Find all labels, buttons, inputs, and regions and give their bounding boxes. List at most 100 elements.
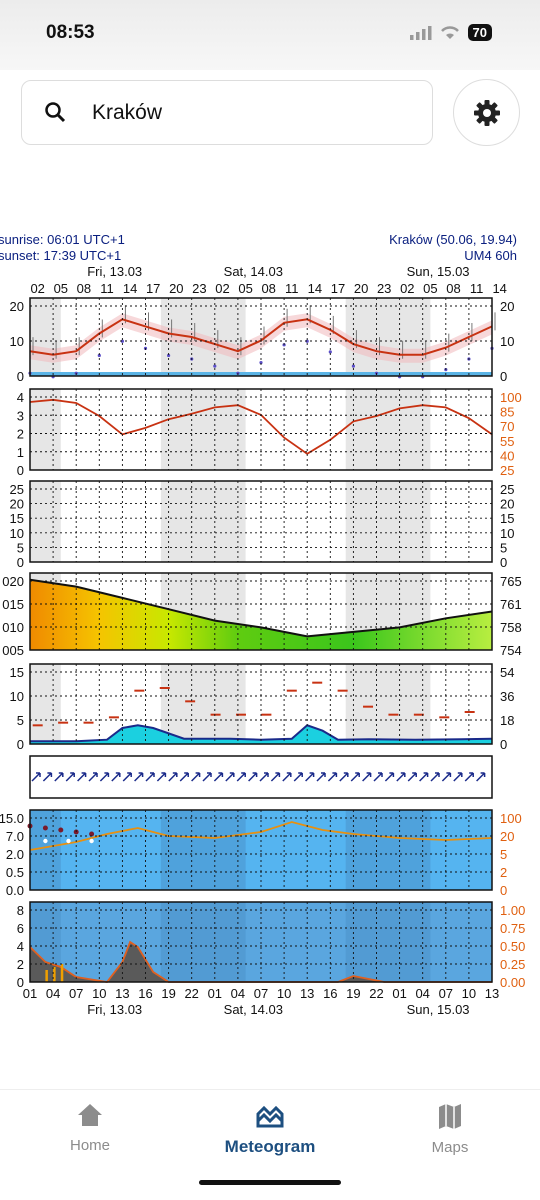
dewpoint-dot	[351, 364, 355, 368]
left-tick-label: 0	[17, 975, 24, 990]
wind-arrow	[305, 772, 315, 782]
wind-arrow	[327, 772, 338, 782]
left-tick-label: 7.0	[6, 829, 24, 844]
panel-frame	[29, 297, 493, 377]
dewpoint-dot	[213, 364, 217, 368]
left-tick-label: 2.0	[6, 847, 24, 862]
clock: 08:53	[46, 22, 95, 43]
bottom-hour-label: 13	[115, 986, 129, 1001]
top-hour-label: 08	[446, 281, 460, 296]
right-tick-label: 54	[500, 665, 514, 680]
tab-meteogram[interactable]: Meteogram	[200, 1102, 340, 1157]
right-tick-label: 754	[500, 643, 522, 658]
date-label: Sat, 14.03	[224, 1002, 283, 1017]
top-hour-label: 02	[30, 281, 44, 296]
search-bar[interactable]: Kraków	[21, 80, 433, 145]
search-input[interactable]: Kraków	[92, 101, 163, 124]
left-tick-label: 8	[17, 903, 24, 918]
wind-direction-panel	[29, 755, 493, 799]
battery-indicator: 70	[467, 24, 492, 41]
tab-home[interactable]: Home	[20, 1102, 160, 1154]
right-tick-label: 25	[500, 482, 514, 497]
dewpoint-dot	[167, 353, 171, 358]
left-tick-label: 0.5	[6, 865, 24, 880]
bottom-hour-label: 13	[485, 986, 499, 1001]
tab-maps[interactable]: Maps	[380, 1102, 520, 1156]
wind-arrow	[65, 772, 75, 782]
dewpoint-dot	[305, 339, 309, 343]
night-band	[345, 389, 431, 470]
cloud-line	[29, 940, 492, 983]
top-hour-label: 02	[215, 281, 229, 296]
right-tick-label: 0.00	[500, 975, 525, 990]
right-tick-label: 10	[500, 334, 514, 349]
night-band	[345, 810, 431, 890]
left-tick-label: 0.0	[6, 883, 24, 898]
right-tick-label: 25	[500, 463, 514, 478]
left-tick-label: 010	[2, 620, 24, 635]
date-label: Sun, 15.03	[407, 264, 470, 279]
location-text: Kraków (50.06, 19.94)	[389, 232, 517, 247]
fog-dot	[58, 827, 64, 833]
wind-arrow	[419, 772, 429, 782]
night-band	[30, 389, 61, 470]
wind-arrow	[430, 772, 440, 782]
settings-button[interactable]	[453, 79, 520, 146]
gear-icon	[473, 99, 500, 126]
left-tick-label: 20	[10, 299, 24, 314]
bottom-hour-label: 22	[369, 986, 383, 1001]
left-tick-label: 25	[10, 482, 24, 497]
left-tick-label: 2	[17, 957, 24, 972]
top-hour-label: 05	[54, 281, 68, 296]
top-hour-label: 20	[169, 281, 183, 296]
panel-frame	[29, 901, 493, 983]
bottom-hour-label: 04	[415, 986, 429, 1001]
top-hour-label: 20	[354, 281, 368, 296]
right-tick-label: 40	[500, 448, 514, 463]
right-tick-label: 20	[500, 497, 514, 512]
left-tick-label: 5	[17, 713, 24, 728]
top-hour-label: 23	[377, 281, 391, 296]
wind-arrow	[373, 772, 383, 782]
right-tick-label: 0.75	[500, 921, 525, 936]
wind-arrow	[145, 772, 155, 782]
wind-arrow	[396, 772, 406, 782]
cellular-signal-icon	[409, 25, 432, 40]
dewpoint-dot	[259, 360, 263, 365]
bottom-hour-label: 04	[46, 986, 60, 1001]
dewpoint-dot	[120, 339, 124, 343]
map-icon	[439, 1104, 461, 1129]
right-tick-label: 761	[500, 597, 522, 612]
wind-arrow	[77, 772, 87, 782]
wind-arrow	[213, 772, 224, 782]
fog-dot	[89, 831, 95, 837]
panel-frame	[29, 663, 493, 745]
date-label: Fri, 13.03	[87, 1002, 142, 1017]
night-band	[160, 810, 246, 890]
left-tick-label: 2	[17, 427, 24, 442]
wind-arrow	[99, 772, 110, 782]
left-tick-label: 6	[17, 921, 24, 936]
pressure-panel: 020 015 010 005 765 761 758 754	[2, 572, 522, 658]
bottom-hour-label: 13	[300, 986, 314, 1001]
top-hour-label: 11	[285, 281, 299, 296]
right-tick-label: 2	[500, 865, 507, 880]
left-tick-label: 015	[2, 597, 24, 612]
date-label: Sat, 14.03	[224, 264, 283, 279]
right-tick-label: 15	[500, 511, 514, 526]
right-tick-label: 0.50	[500, 939, 525, 954]
right-tick-label: 20	[500, 299, 514, 314]
wind-arrow	[31, 772, 41, 782]
panel-frame	[29, 388, 493, 471]
sunrise-text: sunrise: 06:01 UTC+1	[0, 232, 125, 247]
left-tick-label: 15	[10, 665, 24, 680]
top-hour-label: 05	[238, 281, 252, 296]
tab-maps-label: Maps	[431, 1139, 469, 1156]
wind-arrow	[42, 772, 53, 782]
date-label: Sun, 15.03	[407, 1002, 470, 1017]
wind-arrow	[362, 772, 372, 782]
right-tick-label: 5	[500, 540, 507, 555]
